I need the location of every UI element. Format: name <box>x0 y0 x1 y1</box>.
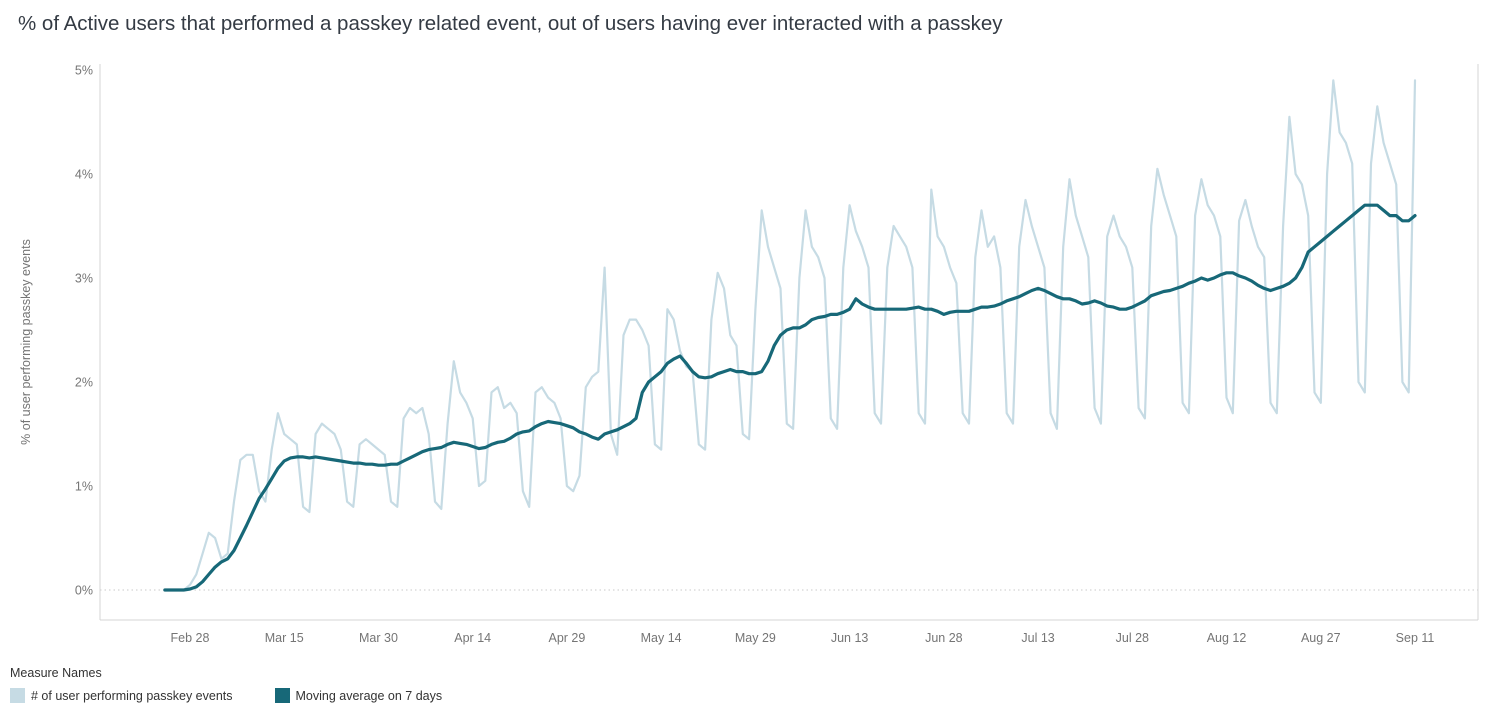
legend-label: # of user performing passkey events <box>31 688 233 703</box>
x-tick-label: May 14 <box>641 631 682 645</box>
chart-title: % of Active users that performed a passk… <box>18 12 1003 35</box>
legend-swatch-icon <box>274 688 290 703</box>
legend-item-moving-average[interactable]: Moving average on 7 days <box>274 688 443 703</box>
plot-area: 0% 1% 2% 3% 4% 5% Feb 28 Mar 15 Mar 30 Apr 14 Apr … <box>0 44 1500 660</box>
moving-average-line[interactable] <box>163 203 1417 592</box>
x-tick-label: Mar 30 <box>359 631 398 645</box>
x-tick-label: Aug 27 <box>1301 631 1341 645</box>
x-tick-label: Jun 28 <box>925 631 963 645</box>
x-tick-label: Mar 15 <box>265 631 304 645</box>
daily-series-line[interactable] <box>163 79 1417 592</box>
x-tick-label: Jun 13 <box>831 631 869 645</box>
x-tick-label: Jul 13 <box>1021 631 1054 645</box>
x-tick-label: Apr 14 <box>454 631 491 645</box>
x-tick-label: May 29 <box>735 631 776 645</box>
y-tick-label: 1% <box>75 480 93 494</box>
legend-label: Moving average on 7 days <box>295 688 443 703</box>
legend-swatch-icon <box>10 688 25 703</box>
legend-title: Measure Names <box>10 666 102 680</box>
y-tick-label: 0% <box>75 584 93 598</box>
y-tick-label: 2% <box>75 376 93 390</box>
x-tick-label: Feb 28 <box>171 631 210 645</box>
x-tick-label: Apr 29 <box>549 631 586 645</box>
y-tick-label: 4% <box>75 168 93 182</box>
legend-item-daily[interactable]: # of user performing passkey events <box>10 688 233 703</box>
x-tick-label: Aug 12 <box>1207 631 1247 645</box>
chart-svg[interactable]: 0% 1% 2% 3% 4% 5% Feb 28 Mar 15 Mar 30 Apr 14 Apr … <box>0 44 1500 660</box>
legend-items: # of user performing passkey events Movin… <box>10 688 1500 703</box>
y-axis-title: % of user performing passkey events <box>19 239 33 445</box>
x-tick-label: Sep 11 <box>1396 631 1435 645</box>
legend: Measure Names # of user performing passk… <box>0 660 1500 703</box>
y-tick-label: 5% <box>75 64 93 78</box>
y-tick-label: 3% <box>75 272 93 286</box>
x-tick-label: Jul 28 <box>1116 631 1149 645</box>
